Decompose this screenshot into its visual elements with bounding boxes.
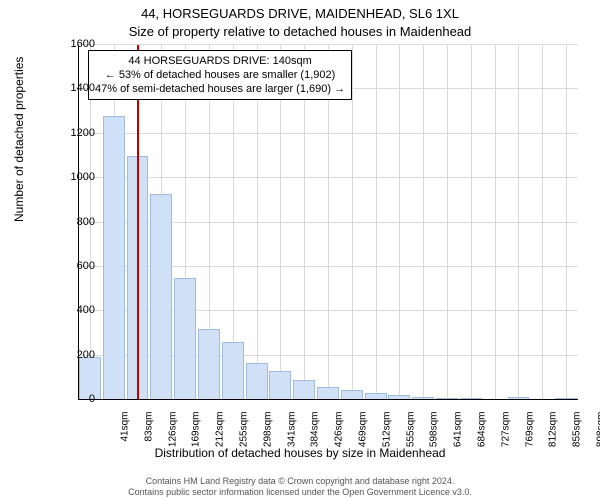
footnote: Contains HM Land Registry data © Crown c… (0, 476, 600, 498)
x-tick-label: 298sqm (262, 412, 273, 452)
x-tick-label: 426sqm (334, 412, 345, 452)
x-tick-label: 555sqm (405, 412, 416, 452)
chart-title-address: 44, HORSEGUARDS DRIVE, MAIDENHEAD, SL6 1… (0, 6, 600, 21)
histogram-bar (150, 194, 172, 400)
x-tick-label: 512sqm (381, 412, 392, 452)
footnote-line1: Contains HM Land Registry data © Crown c… (0, 476, 600, 487)
x-tick-label: 684sqm (477, 412, 488, 452)
y-tick-label: 1200 (60, 128, 95, 139)
gridline-v (542, 45, 543, 400)
x-tick-label: 641sqm (453, 412, 464, 452)
histogram-bar (293, 380, 315, 400)
gridline-v (376, 45, 377, 400)
gridline-v (423, 45, 424, 400)
y-tick-label: 0 (60, 394, 95, 405)
x-tick-label: 812sqm (548, 412, 559, 452)
x-tick-label: 855sqm (572, 412, 583, 452)
x-tick-label: 898sqm (596, 412, 600, 452)
x-tick-label: 469sqm (358, 412, 369, 452)
x-tick-label: 255sqm (238, 412, 249, 452)
gridline-v (447, 45, 448, 400)
info-line-property: 44 HORSEGUARDS DRIVE: 140sqm (95, 54, 345, 68)
x-axis-line (78, 399, 578, 400)
histogram-bar (269, 371, 291, 400)
histogram-bar (103, 116, 125, 400)
property-info-box: 44 HORSEGUARDS DRIVE: 140sqm ← 53% of de… (88, 50, 352, 100)
chart-title-subtitle: Size of property relative to detached ho… (0, 24, 600, 39)
x-tick-label: 727sqm (500, 412, 511, 452)
info-line-larger: 47% of semi-detached houses are larger (… (95, 82, 345, 96)
x-tick-label: 212sqm (215, 412, 226, 452)
gridline-v (399, 45, 400, 400)
x-tick-label: 598sqm (429, 412, 440, 452)
x-tick-label: 769sqm (524, 412, 535, 452)
chart-container: 44, HORSEGUARDS DRIVE, MAIDENHEAD, SL6 1… (0, 0, 600, 500)
y-tick-label: 800 (60, 217, 95, 228)
y-tick-label: 1400 (60, 83, 95, 94)
x-tick-label: 384sqm (310, 412, 321, 452)
info-line-smaller: ← 53% of detached houses are smaller (1,… (95, 68, 345, 82)
x-tick-label: 83sqm (143, 412, 154, 452)
x-tick-label: 169sqm (191, 412, 202, 452)
histogram-bar (246, 363, 268, 400)
y-tick-label: 1000 (60, 172, 95, 183)
gridline-v (518, 45, 519, 400)
histogram-bar (317, 387, 339, 400)
x-tick-label: 41sqm (119, 412, 130, 452)
x-tick-label: 341sqm (286, 412, 297, 452)
gridline-v (495, 45, 496, 400)
y-tick-label: 600 (60, 261, 95, 272)
histogram-bar (198, 329, 220, 400)
histogram-bar (174, 278, 196, 400)
x-tick-label: 126sqm (167, 412, 178, 452)
y-tick-label: 200 (60, 350, 95, 361)
gridline-v (566, 45, 567, 400)
footnote-line2: Contains public sector information licen… (0, 487, 600, 498)
gridline-v (471, 45, 472, 400)
y-axis-label: Number of detached properties (12, 57, 26, 222)
histogram-bar (222, 342, 244, 400)
y-tick-label: 1600 (60, 39, 95, 50)
y-tick-label: 400 (60, 305, 95, 316)
